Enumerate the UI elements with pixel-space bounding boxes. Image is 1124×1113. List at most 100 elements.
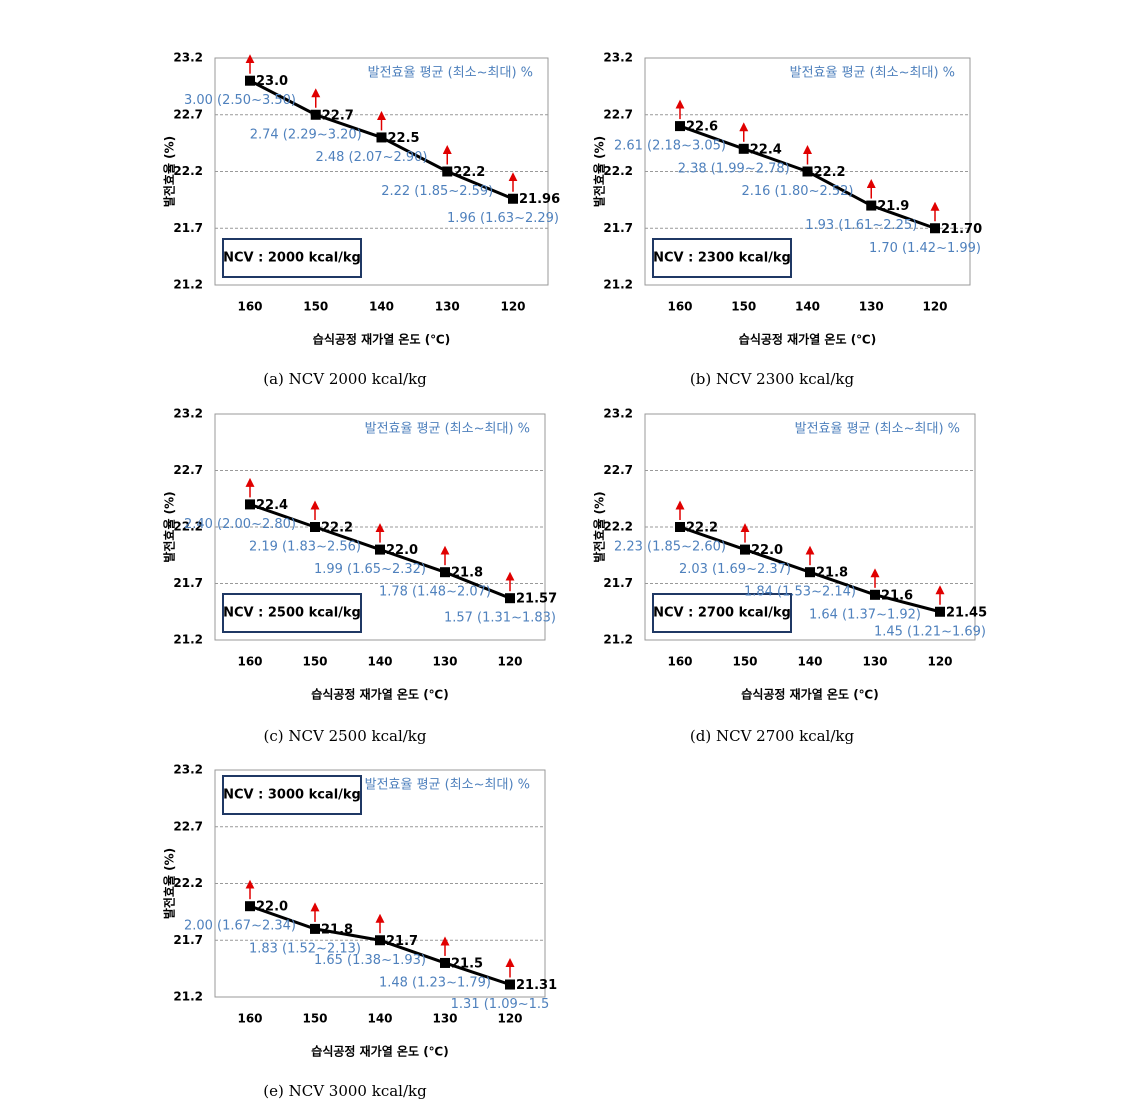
- plot-frame: [214, 769, 546, 998]
- ncv-box-text: NCV : 2700 kcal/kg: [653, 606, 791, 621]
- caption: (b) NCV 2300 kcal/kg: [690, 370, 855, 388]
- annotation: 1.83 (1.52~2.13): [249, 941, 361, 956]
- annotation: 1.64 (1.37~1.92): [809, 607, 921, 622]
- value-label: 22.2: [321, 521, 353, 536]
- point: [738, 143, 749, 154]
- value-label: 22.0: [386, 543, 418, 558]
- note: 발전효율 평균 (최소~최대) %: [365, 422, 530, 437]
- x-axis-title: 습식공정 재가열 온도 (℃): [311, 1044, 448, 1059]
- chart-panel: 21.2 21.7 22.2 22.7 23.2 160 150 140 130 120 습식공정 …: [162, 407, 558, 746]
- y-tick-label: 23.2: [173, 763, 203, 777]
- value-label: 21.70: [941, 222, 982, 237]
- value-label: 21.9: [877, 199, 909, 214]
- x-tick-label: 140: [797, 655, 822, 669]
- y-tick-label: 22.7: [173, 107, 203, 121]
- y-tick-label: 23.2: [173, 51, 203, 65]
- y-tick-label: 22.7: [603, 463, 633, 477]
- x-tick-label: 120: [500, 300, 525, 314]
- y-tick-label: 21.2: [603, 278, 633, 292]
- note: 발전효율 평균 (최소~최대) %: [795, 422, 960, 437]
- x-tick-label: 150: [302, 655, 327, 669]
- annotation: 2.22 (1.85~2.59): [381, 184, 493, 199]
- annotation: 2.38 (1.99~2.78): [678, 161, 790, 176]
- y-tick-label: 22.2: [603, 164, 633, 178]
- y-tick-label: 22.2: [173, 520, 203, 534]
- value-label: 21.96: [519, 192, 560, 207]
- point: [375, 935, 385, 946]
- value-label: 21.57: [516, 592, 557, 607]
- point: [245, 499, 255, 510]
- annotation: 1.96 (1.63~2.29): [447, 211, 559, 226]
- chart-panel: 21.2 21.7 22.2 22.7 23.2 160 150 140 130 120 습식공정 …: [592, 51, 983, 389]
- value-label: 21.31: [516, 978, 557, 993]
- y-tick-label: 22.2: [173, 164, 203, 178]
- chart-panel: 21.2 21.7 22.2 22.7 23.2 160 150 140 130 120 습식공정 …: [162, 51, 561, 389]
- annotation: 1.78 (1.48~2.07): [379, 585, 491, 600]
- y-axis-title: 발전효율 (%): [592, 491, 607, 562]
- ncv-box-text: NCV : 2300 kcal/kg: [653, 251, 791, 266]
- y-tick-label: 21.2: [173, 633, 203, 647]
- point: [930, 223, 940, 234]
- value-label: 22.4: [750, 142, 782, 157]
- point: [375, 544, 385, 555]
- ncv-box-text: NCV : 2500 kcal/kg: [223, 606, 361, 621]
- x-tick-label: 140: [795, 300, 820, 314]
- point: [376, 132, 387, 143]
- point: [866, 200, 877, 211]
- value-label: 22.0: [256, 900, 288, 915]
- note: 발전효율 평균 (최소~최대) %: [368, 66, 533, 81]
- x-tick-label: 140: [367, 1012, 392, 1026]
- y-axis-title: 발전효율 (%): [162, 136, 177, 207]
- annotation: 2.40 (2.00~2.80): [184, 517, 296, 532]
- value-label: 22.5: [388, 131, 420, 146]
- annotation: 2.74 (2.29~3.20): [250, 127, 362, 142]
- x-tick-label: 150: [303, 300, 328, 314]
- x-axis-title: 습식공정 재가열 온도 (℃): [739, 332, 876, 347]
- ncv-box-text: NCV : 2000 kcal/kg: [223, 251, 361, 266]
- plot-frame: [214, 57, 549, 286]
- y-tick-label: 22.2: [173, 876, 203, 890]
- caption: (c) NCV 2500 kcal/kg: [264, 727, 427, 745]
- y-axis-title: 발전효율 (%): [162, 491, 177, 562]
- y-tick-label: 21.7: [603, 576, 633, 590]
- annotation: 2.61 (2.18~3.05): [614, 139, 726, 154]
- x-tick-label: 130: [435, 300, 460, 314]
- ncv-box: [222, 775, 362, 815]
- x-tick-label: 120: [497, 655, 522, 669]
- point: [245, 901, 255, 912]
- y-tick-label: 21.7: [603, 221, 633, 235]
- note: 발전효율 평균 (최소~최대) %: [790, 66, 955, 81]
- x-tick-label: 120: [922, 300, 947, 314]
- point: [310, 923, 320, 934]
- point: [440, 957, 450, 968]
- annotation: 2.16 (1.80~2.52): [741, 184, 853, 199]
- y-tick-label: 23.2: [173, 407, 203, 421]
- x-tick-label: 130: [432, 655, 457, 669]
- x-tick-label: 150: [732, 655, 757, 669]
- x-tick-label: 160: [667, 300, 692, 314]
- value-label: 21.8: [816, 566, 848, 581]
- value-label: 22.2: [453, 165, 485, 180]
- y-tick-label: 21.2: [173, 990, 203, 1004]
- annotation: 1.84 (1.53~2.14): [744, 585, 856, 600]
- chart-panel: 21.2 21.7 22.2 22.7 23.2 160 150 140 130 120 습식공정 …: [592, 407, 988, 746]
- annotation: 1.31 (1.09~1.5: [451, 997, 550, 1012]
- annotation: 1.48 (1.23~1.79): [379, 975, 491, 990]
- x-tick-label: 160: [667, 655, 692, 669]
- point: [505, 593, 515, 604]
- value-label: 21.45: [946, 605, 987, 620]
- annotation: 2.03 (1.69~2.37): [679, 562, 791, 577]
- value-label: 22.6: [686, 120, 718, 135]
- chart-panel: 21.2 21.7 22.2 22.7 23.2 160 150 140 130 120 습식공정 …: [162, 763, 558, 1101]
- point: [935, 606, 945, 617]
- ncv-box: [222, 238, 362, 278]
- x-tick-label: 130: [862, 655, 887, 669]
- y-tick-label: 21.7: [173, 576, 203, 590]
- y-axis-title: 발전효율 (%): [162, 848, 177, 919]
- annotation: 2.48 (2.07~2.90): [315, 150, 427, 165]
- annotation: 3.00 (2.50~3.50): [184, 93, 296, 108]
- caption: (e) NCV 3000 kcal/kg: [263, 1082, 427, 1100]
- point: [675, 522, 685, 532]
- y-tick-label: 22.2: [603, 520, 633, 534]
